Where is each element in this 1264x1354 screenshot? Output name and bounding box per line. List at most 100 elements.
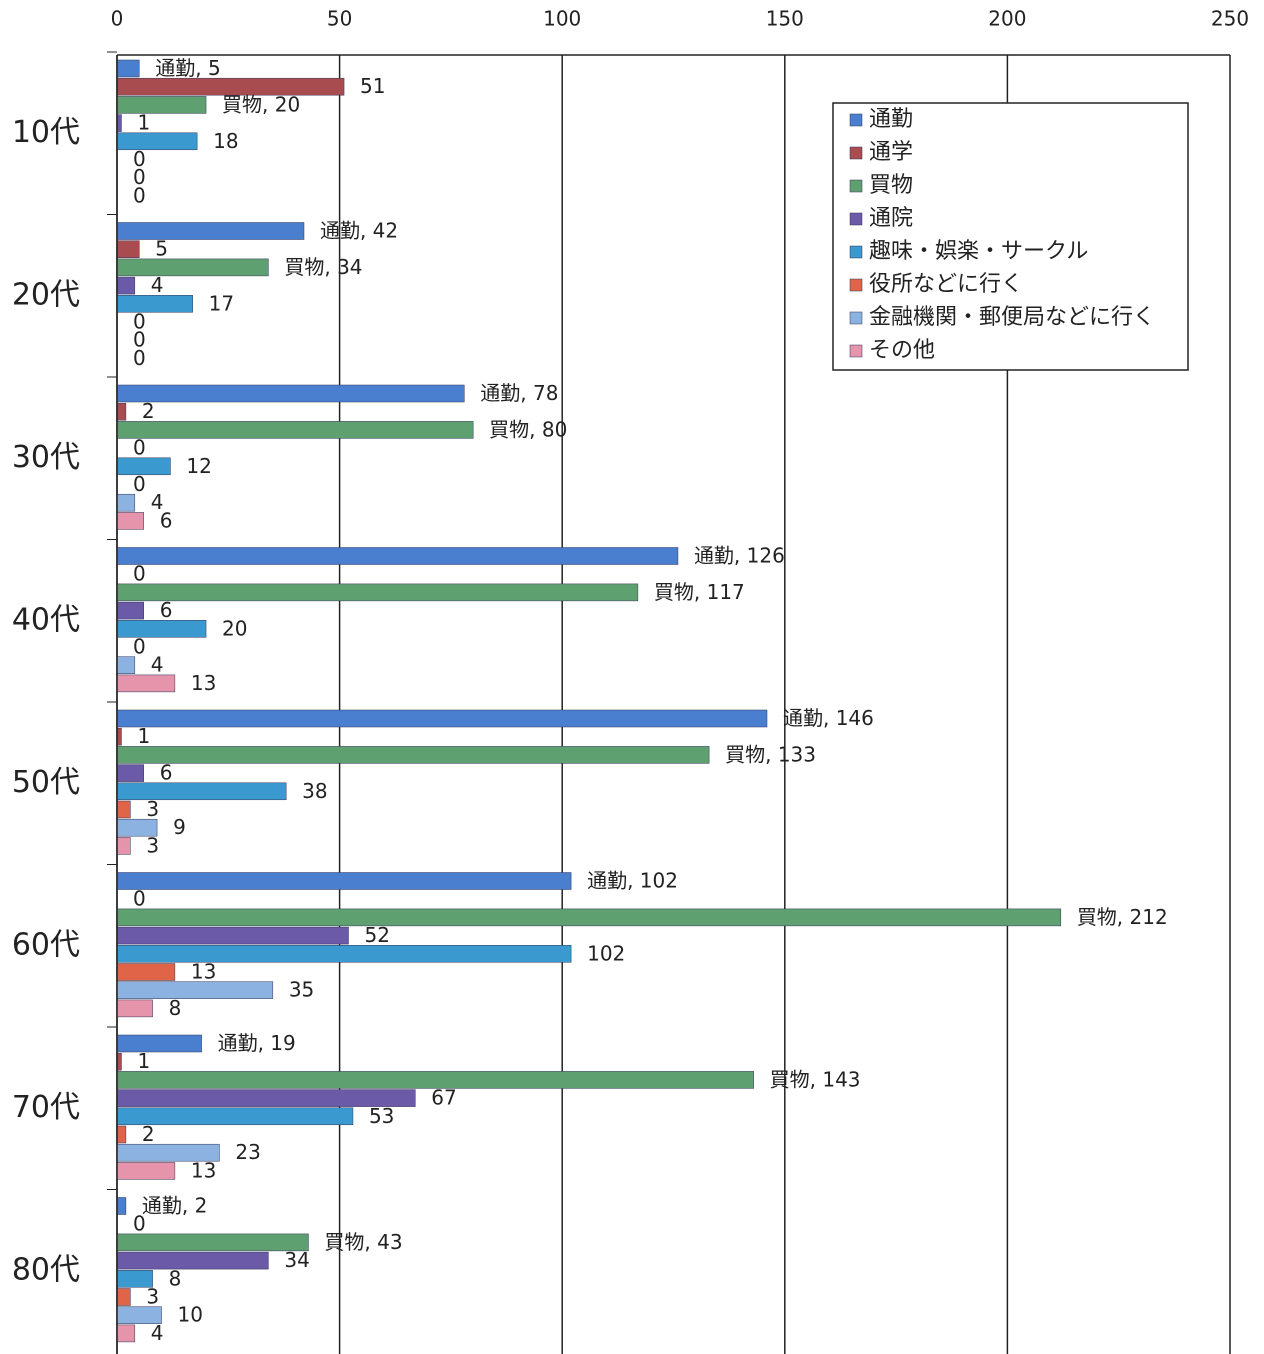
- legend-label: その他: [869, 338, 935, 363]
- y-tick-label: 60代: [12, 927, 80, 962]
- bar: [116, 1197, 127, 1215]
- bar: [116, 1034, 202, 1053]
- data-label: 買物, 143: [770, 1067, 861, 1091]
- legend-swatch: [849, 245, 863, 259]
- bar: [116, 547, 679, 565]
- data-label: 5: [155, 237, 168, 261]
- bar: [116, 1324, 136, 1343]
- bar: [116, 601, 144, 620]
- bar: [116, 1162, 176, 1180]
- data-label: 0: [133, 328, 146, 352]
- data-label: 買物, 117: [654, 580, 745, 604]
- bar: [116, 1125, 127, 1144]
- bar: [116, 981, 274, 999]
- data-label: 4: [151, 490, 164, 514]
- data-label: 0: [133, 183, 146, 207]
- data-label: 通勤, 126: [694, 544, 785, 568]
- y-tick-label: 40代: [12, 602, 80, 637]
- data-label: 23: [235, 1140, 260, 1164]
- data-label: 6: [160, 761, 173, 785]
- legend-label: 買物: [869, 173, 913, 198]
- data-label: 6: [160, 598, 173, 622]
- bar: [116, 674, 176, 693]
- legend-box: [832, 102, 1189, 371]
- data-label: 3: [146, 833, 159, 857]
- data-label: 0: [133, 346, 146, 370]
- data-label: 6: [160, 508, 173, 532]
- data-label: 4: [151, 1321, 164, 1345]
- data-label: 買物, 34: [284, 255, 362, 279]
- data-label: 8: [169, 1266, 182, 1290]
- data-label: 買物, 80: [489, 417, 567, 441]
- bar: [116, 746, 710, 764]
- bar: [116, 908, 1062, 927]
- bar: [116, 132, 198, 151]
- data-label: 買物, 43: [324, 1230, 402, 1254]
- legend-swatch: [849, 278, 863, 292]
- x-tick-label: 150: [766, 7, 804, 31]
- x-tick-label: 0: [111, 7, 124, 31]
- y-tick-label: 50代: [12, 765, 80, 800]
- data-label: 67: [431, 1086, 456, 1110]
- bar: [116, 999, 153, 1018]
- x-tick-label: 200: [988, 7, 1026, 31]
- data-label: 3: [146, 1285, 159, 1309]
- bar: [116, 926, 349, 945]
- bar: [116, 258, 269, 277]
- data-label: 買物, 133: [725, 742, 816, 766]
- x-tick-label: 100: [543, 7, 581, 31]
- bar: [116, 800, 131, 819]
- bar: [116, 872, 572, 890]
- data-label: 0: [133, 887, 146, 911]
- y-tick-label: 20代: [12, 277, 80, 312]
- bar: [116, 583, 639, 602]
- data-label: 4: [151, 653, 164, 677]
- data-label: 0: [133, 472, 146, 496]
- data-label: 買物, 212: [1077, 905, 1168, 929]
- data-label: 10: [178, 1303, 203, 1327]
- bar: [116, 421, 474, 439]
- data-label: 13: [191, 1158, 216, 1182]
- data-label: 8: [169, 996, 182, 1020]
- data-label: 1: [137, 724, 150, 748]
- data-label: 通勤, 102: [587, 869, 678, 893]
- legend-swatch: [849, 212, 863, 226]
- bar: [116, 782, 287, 801]
- legend-label: 通勤: [869, 107, 913, 132]
- data-label: 34: [284, 1248, 309, 1272]
- bar: [116, 295, 193, 313]
- bar: [116, 240, 140, 258]
- data-label: 18: [213, 129, 238, 153]
- bar: [116, 945, 572, 963]
- data-label: 通勤, 42: [320, 219, 398, 243]
- data-label: 13: [191, 671, 216, 695]
- bar: [116, 837, 131, 855]
- data-label: 通勤, 78: [480, 381, 558, 405]
- data-label: 4: [151, 273, 164, 297]
- bar: [116, 59, 140, 78]
- bar: [116, 1233, 309, 1252]
- data-label: 102: [587, 941, 625, 965]
- bar: [116, 493, 136, 512]
- legend-swatch: [849, 179, 863, 193]
- data-label: 12: [186, 454, 211, 478]
- data-label: 20: [222, 616, 247, 640]
- data-label: 52: [365, 923, 390, 947]
- legend-label: 趣味・娯楽・サークル: [869, 239, 1088, 264]
- bar: [116, 1288, 131, 1306]
- data-label: 通勤, 5: [155, 56, 220, 80]
- bar: [116, 1251, 269, 1270]
- bar: [116, 384, 465, 403]
- bar: [116, 222, 305, 240]
- legend-swatch: [849, 146, 863, 160]
- data-label: 51: [360, 74, 385, 98]
- data-label: 2: [142, 1122, 155, 1146]
- data-label: 1: [137, 1049, 150, 1073]
- legend-label: 役所などに行く: [869, 272, 1023, 297]
- bar: [116, 276, 136, 295]
- y-tick-label: 80代: [12, 1252, 80, 1287]
- data-label: 通勤, 19: [218, 1031, 296, 1055]
- bar: [116, 764, 144, 782]
- data-label: 0: [133, 562, 146, 586]
